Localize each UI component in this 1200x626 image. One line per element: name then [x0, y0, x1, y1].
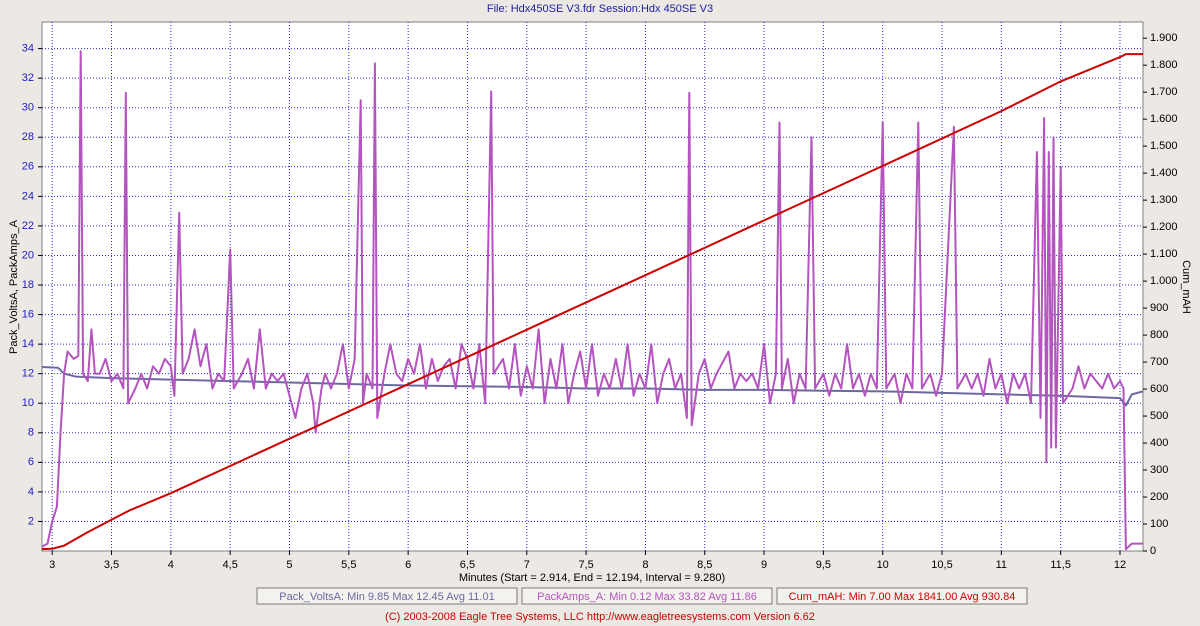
y-tick-label: 28	[22, 131, 34, 143]
legend-label: Cum_mAH: Min 7.00 Max 1841.00 Avg 930.84	[789, 591, 1016, 603]
x-tick-label: 6	[405, 559, 411, 571]
x-tick-label: 6,5	[460, 559, 475, 571]
y-tick-label: 16	[22, 308, 34, 320]
y2-tick-label: 700	[1150, 356, 1168, 368]
legend-box	[521, 587, 773, 605]
y2-tick-label: 900	[1150, 302, 1168, 314]
y-tick-label: 12	[22, 368, 34, 380]
y2-tick-label: 200	[1150, 491, 1168, 503]
y2-tick-label: 1.800	[1150, 59, 1178, 71]
y2-tick-label: 1.700	[1150, 86, 1178, 98]
y-tick-label: 26	[22, 161, 34, 173]
y-tick-label: 8	[28, 427, 34, 439]
x-tick-label: 4	[168, 559, 174, 571]
legend-box	[776, 587, 1028, 605]
x-tick-label: 4,5	[223, 559, 238, 571]
x-tick-label: 8	[642, 559, 648, 571]
y2-tick-label: 300	[1150, 464, 1168, 476]
x-axis-label: Minutes (Start = 2.914, End = 12.194, In…	[459, 572, 725, 584]
x-tick-label: 10	[877, 559, 889, 571]
x-tick-label: 12	[1114, 559, 1126, 571]
chart-title: File: Hdx450SE V3.fdr Session:Hdx 450SE …	[487, 3, 713, 15]
y2-tick-label: 1.200	[1150, 221, 1178, 233]
y2-tick-label: 1.300	[1150, 194, 1178, 206]
y2-tick-label: 1.900	[1150, 32, 1178, 44]
x-tick-label: 7,5	[578, 559, 593, 571]
series-line	[41, 50, 1143, 551]
y-tick-label: 10	[22, 397, 34, 409]
y-tick-label: 6	[28, 456, 34, 468]
plot-area	[41, 21, 1144, 552]
y2-tick-label: 1.500	[1150, 140, 1178, 152]
y2-tick-label: 600	[1150, 383, 1168, 395]
x-tick-label: 5	[286, 559, 292, 571]
x-tick-label: 3,5	[104, 559, 119, 571]
y-tick-label: 34	[22, 43, 34, 55]
y-tick-label: 32	[22, 72, 34, 84]
x-tick-label: 5,5	[341, 559, 356, 571]
y2-tick-label: 100	[1150, 518, 1168, 530]
y2-tick-label: 400	[1150, 437, 1168, 449]
y-tick-label: 22	[22, 220, 34, 232]
y-tick-label: 20	[22, 249, 34, 261]
y2-axis-label: Cum_mAH	[1180, 260, 1192, 314]
y-tick-label: 30	[22, 102, 34, 114]
x-tick-label: 9,5	[816, 559, 831, 571]
x-tick-label: 9	[761, 559, 767, 571]
y-tick-label: 18	[22, 279, 34, 291]
y-tick-label: 4	[28, 486, 34, 498]
x-tick-label: 3	[49, 559, 55, 571]
y2-tick-label: 1.400	[1150, 167, 1178, 179]
legend-label: PackAmps_A: Min 0.12 Max 33.82 Avg 11.86	[537, 591, 757, 603]
series-line	[41, 53, 1143, 551]
y2-tick-label: 1.000	[1150, 275, 1178, 287]
y2-tick-label: 800	[1150, 329, 1168, 341]
x-tick-label: 8,5	[697, 559, 712, 571]
x-tick-label: 10,5	[931, 559, 952, 571]
y-tick-label: 24	[22, 190, 34, 202]
y2-tick-label: 0	[1150, 545, 1156, 557]
legend-box	[256, 587, 518, 605]
y2-tick-label: 1.600	[1150, 113, 1178, 125]
y-axis-label: Pack_VoltsA, PackAmps_A	[8, 219, 20, 354]
footer: (C) 2003-2008 Eagle Tree Systems, LLC ht…	[385, 611, 815, 623]
y-tick-label: 14	[22, 338, 34, 350]
y2-tick-label: 1.100	[1150, 248, 1178, 260]
x-tick-label: 11	[996, 559, 1007, 571]
x-tick-label: 11,5	[1050, 559, 1071, 571]
y2-tick-label: 500	[1150, 410, 1168, 422]
y-tick-label: 2	[28, 515, 34, 527]
x-tick-label: 7	[524, 559, 530, 571]
legend-label: Pack_VoltsA: Min 9.85 Max 12.45 Avg 11.0…	[279, 591, 494, 603]
